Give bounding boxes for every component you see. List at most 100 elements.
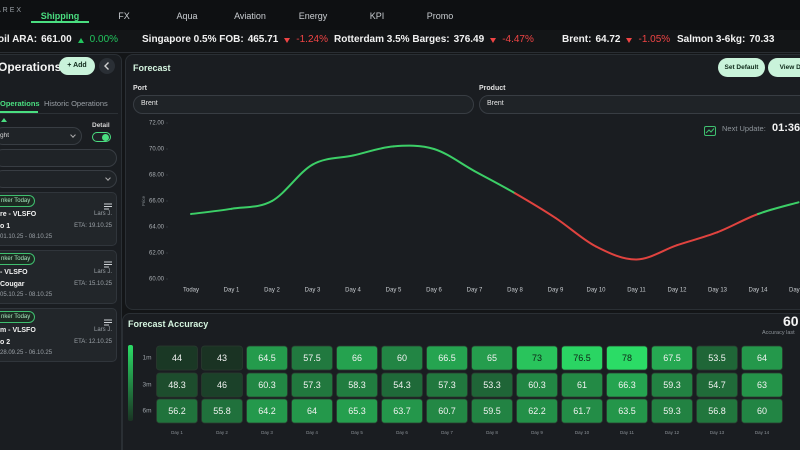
heatmap-cell bbox=[471, 372, 513, 398]
cell-value: 59.3 bbox=[663, 406, 681, 416]
card-vessel: o 1 bbox=[0, 222, 11, 230]
line-segment bbox=[676, 231, 719, 247]
x-tick-label: Day 11 bbox=[627, 288, 646, 294]
badge-text: nker Today bbox=[1, 255, 31, 262]
x-tick-label: Today bbox=[183, 288, 199, 294]
cell-value: 48.3 bbox=[168, 380, 186, 390]
panel-button[interactable]: View De bbox=[768, 58, 800, 77]
heatmap-cell bbox=[156, 398, 198, 424]
sidebar-tab-underline bbox=[0, 111, 38, 113]
y-tick-label: 72.00 bbox=[149, 121, 165, 127]
line-segment bbox=[757, 201, 800, 215]
ticker-name: Rotterdam 3.5% Barges: bbox=[334, 34, 450, 45]
line-segment bbox=[311, 154, 354, 166]
heatmap-cell bbox=[471, 398, 513, 424]
nav-tab[interactable]: Shipping bbox=[40, 10, 80, 21]
cell-value: 53.3 bbox=[483, 380, 501, 390]
heatmap-cell bbox=[516, 398, 558, 424]
column-label: Day 1 bbox=[171, 430, 183, 435]
x-tick-label: Day 5 bbox=[386, 288, 402, 294]
cell-value: 53.5 bbox=[708, 353, 726, 363]
search-input[interactable] bbox=[0, 149, 117, 167]
cell-value: 60.7 bbox=[438, 406, 456, 416]
heatmap-cell bbox=[246, 398, 288, 424]
cell-value: 57.3 bbox=[303, 380, 321, 390]
x-tick-label: Day 7 bbox=[467, 288, 483, 294]
heatmap-cell bbox=[201, 345, 243, 371]
detail-toggle[interactable] bbox=[92, 132, 111, 142]
heatmap-cell bbox=[696, 398, 738, 424]
column-label: Day 5 bbox=[351, 430, 363, 435]
add-button[interactable]: + Add bbox=[59, 57, 95, 75]
type-select[interactable] bbox=[0, 170, 117, 188]
ticker-change: -1.24% bbox=[296, 34, 328, 45]
cell-value: 61.7 bbox=[573, 406, 591, 416]
sidebar-tab[interactable]: Historic Operations bbox=[44, 98, 108, 108]
heatmap-cell bbox=[336, 345, 378, 371]
cell-value: 78 bbox=[622, 353, 632, 363]
collapse-button[interactable] bbox=[99, 58, 115, 74]
line-segment bbox=[554, 216, 597, 248]
panel-title: Forecast Accuracy bbox=[128, 318, 209, 329]
card-owner: Lars J. bbox=[93, 211, 112, 218]
product-select[interactable] bbox=[479, 95, 800, 114]
cell-value: 55.8 bbox=[213, 406, 231, 416]
badge-text: nker Today bbox=[1, 313, 31, 320]
x-tick-label: Day 6 bbox=[426, 288, 442, 294]
cell-value: 58.3 bbox=[348, 380, 366, 390]
port-select[interactable] bbox=[133, 95, 474, 114]
field-label: Product bbox=[479, 84, 506, 92]
column-label: Day 13 bbox=[710, 430, 725, 435]
ticker-item: Singapore 0.5% FOB: 465.71 -1.24% bbox=[142, 34, 328, 46]
toggle-knob bbox=[102, 134, 109, 141]
active-tab-underline bbox=[31, 21, 89, 23]
panel-button[interactable]: Set Default bbox=[718, 58, 765, 77]
line-segment bbox=[271, 163, 314, 202]
cell-value: 64 bbox=[757, 353, 767, 363]
heatmap-cell bbox=[381, 372, 423, 398]
card-dates: 05.10.25 - 08.10.25 bbox=[0, 292, 53, 299]
accuracy-score-label: Accuracy last bbox=[762, 329, 795, 336]
heatmap-cell bbox=[336, 372, 378, 398]
card-owner: Lars J. bbox=[93, 269, 112, 276]
ticker-separator bbox=[0, 52, 800, 53]
column-label: Day 7 bbox=[441, 430, 453, 435]
line-segment bbox=[433, 148, 476, 173]
cell-value: 64 bbox=[307, 406, 317, 416]
x-tick-label: Day 13 bbox=[708, 288, 728, 294]
line-segment bbox=[392, 144, 435, 150]
trend-arrow bbox=[626, 37, 633, 43]
heatmap-cell bbox=[426, 398, 468, 424]
line-segment bbox=[635, 244, 678, 261]
cell-value: 43 bbox=[217, 353, 227, 363]
heatmap-cell bbox=[246, 372, 288, 398]
ticker-item: Salmon 3-6kg: 70.33 bbox=[677, 34, 774, 46]
filter-select[interactable] bbox=[0, 127, 82, 145]
column-label: Day 4 bbox=[306, 430, 318, 435]
nav-tab[interactable]: FX bbox=[118, 10, 130, 21]
y-tick-label: 68.00 bbox=[149, 173, 165, 179]
detail-label: Detail bbox=[92, 122, 110, 130]
column-label: Day 14 bbox=[755, 430, 770, 435]
ticker-price: 70.33 bbox=[749, 34, 775, 45]
card-badge bbox=[0, 195, 35, 207]
product-value: Brent bbox=[487, 100, 504, 108]
x-tick-label: Day 10 bbox=[586, 288, 606, 294]
nav-tab[interactable]: Promo bbox=[426, 10, 454, 21]
sidebar-tab[interactable]: Operations bbox=[0, 98, 40, 108]
cell-value: 59.3 bbox=[663, 380, 681, 390]
y-tick-label: 70.00 bbox=[149, 147, 165, 153]
nav-tab[interactable]: KPI bbox=[369, 10, 385, 21]
nav-tab[interactable]: Aqua bbox=[176, 10, 198, 21]
nav-tab[interactable]: Aviation bbox=[234, 10, 266, 21]
ticker-change: -4.47% bbox=[502, 34, 534, 45]
ticker-name: Singapore 0.5% FOB: bbox=[142, 34, 244, 45]
panel-title: Forecast bbox=[133, 62, 171, 73]
heatmap-cell bbox=[381, 345, 423, 371]
heatmap-cell bbox=[291, 372, 333, 398]
cell-value: 54.7 bbox=[708, 380, 726, 390]
line-series bbox=[190, 144, 800, 261]
nav-tab[interactable]: Energy bbox=[298, 10, 328, 21]
cell-value: 61 bbox=[577, 380, 587, 390]
